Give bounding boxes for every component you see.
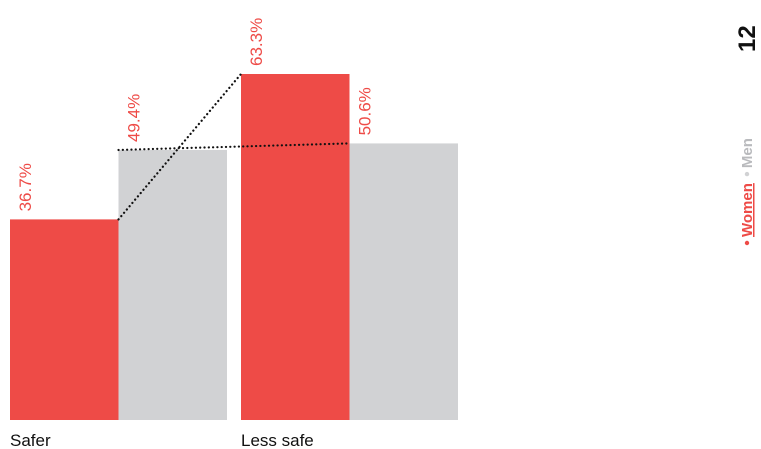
bar xyxy=(349,143,458,420)
legend-label: Men xyxy=(739,138,756,168)
x-tick-label: Less safe xyxy=(241,431,314,449)
data-label: 63.3% xyxy=(247,18,266,66)
data-label: 36.7% xyxy=(16,163,35,211)
data-label: 50.6% xyxy=(356,87,375,135)
connector-line xyxy=(117,72,243,221)
legend-label: Women xyxy=(739,183,756,237)
x-tick-label: Safer xyxy=(10,431,51,449)
bar xyxy=(118,149,227,420)
bar xyxy=(241,74,350,420)
page-number: 12 xyxy=(734,25,761,52)
data-label: 49.4% xyxy=(125,94,144,142)
connector-line xyxy=(117,142,351,152)
legend-bullet xyxy=(744,171,750,177)
legend: Women Men xyxy=(739,138,756,246)
legend-bullet xyxy=(744,240,750,246)
bar xyxy=(10,219,119,420)
